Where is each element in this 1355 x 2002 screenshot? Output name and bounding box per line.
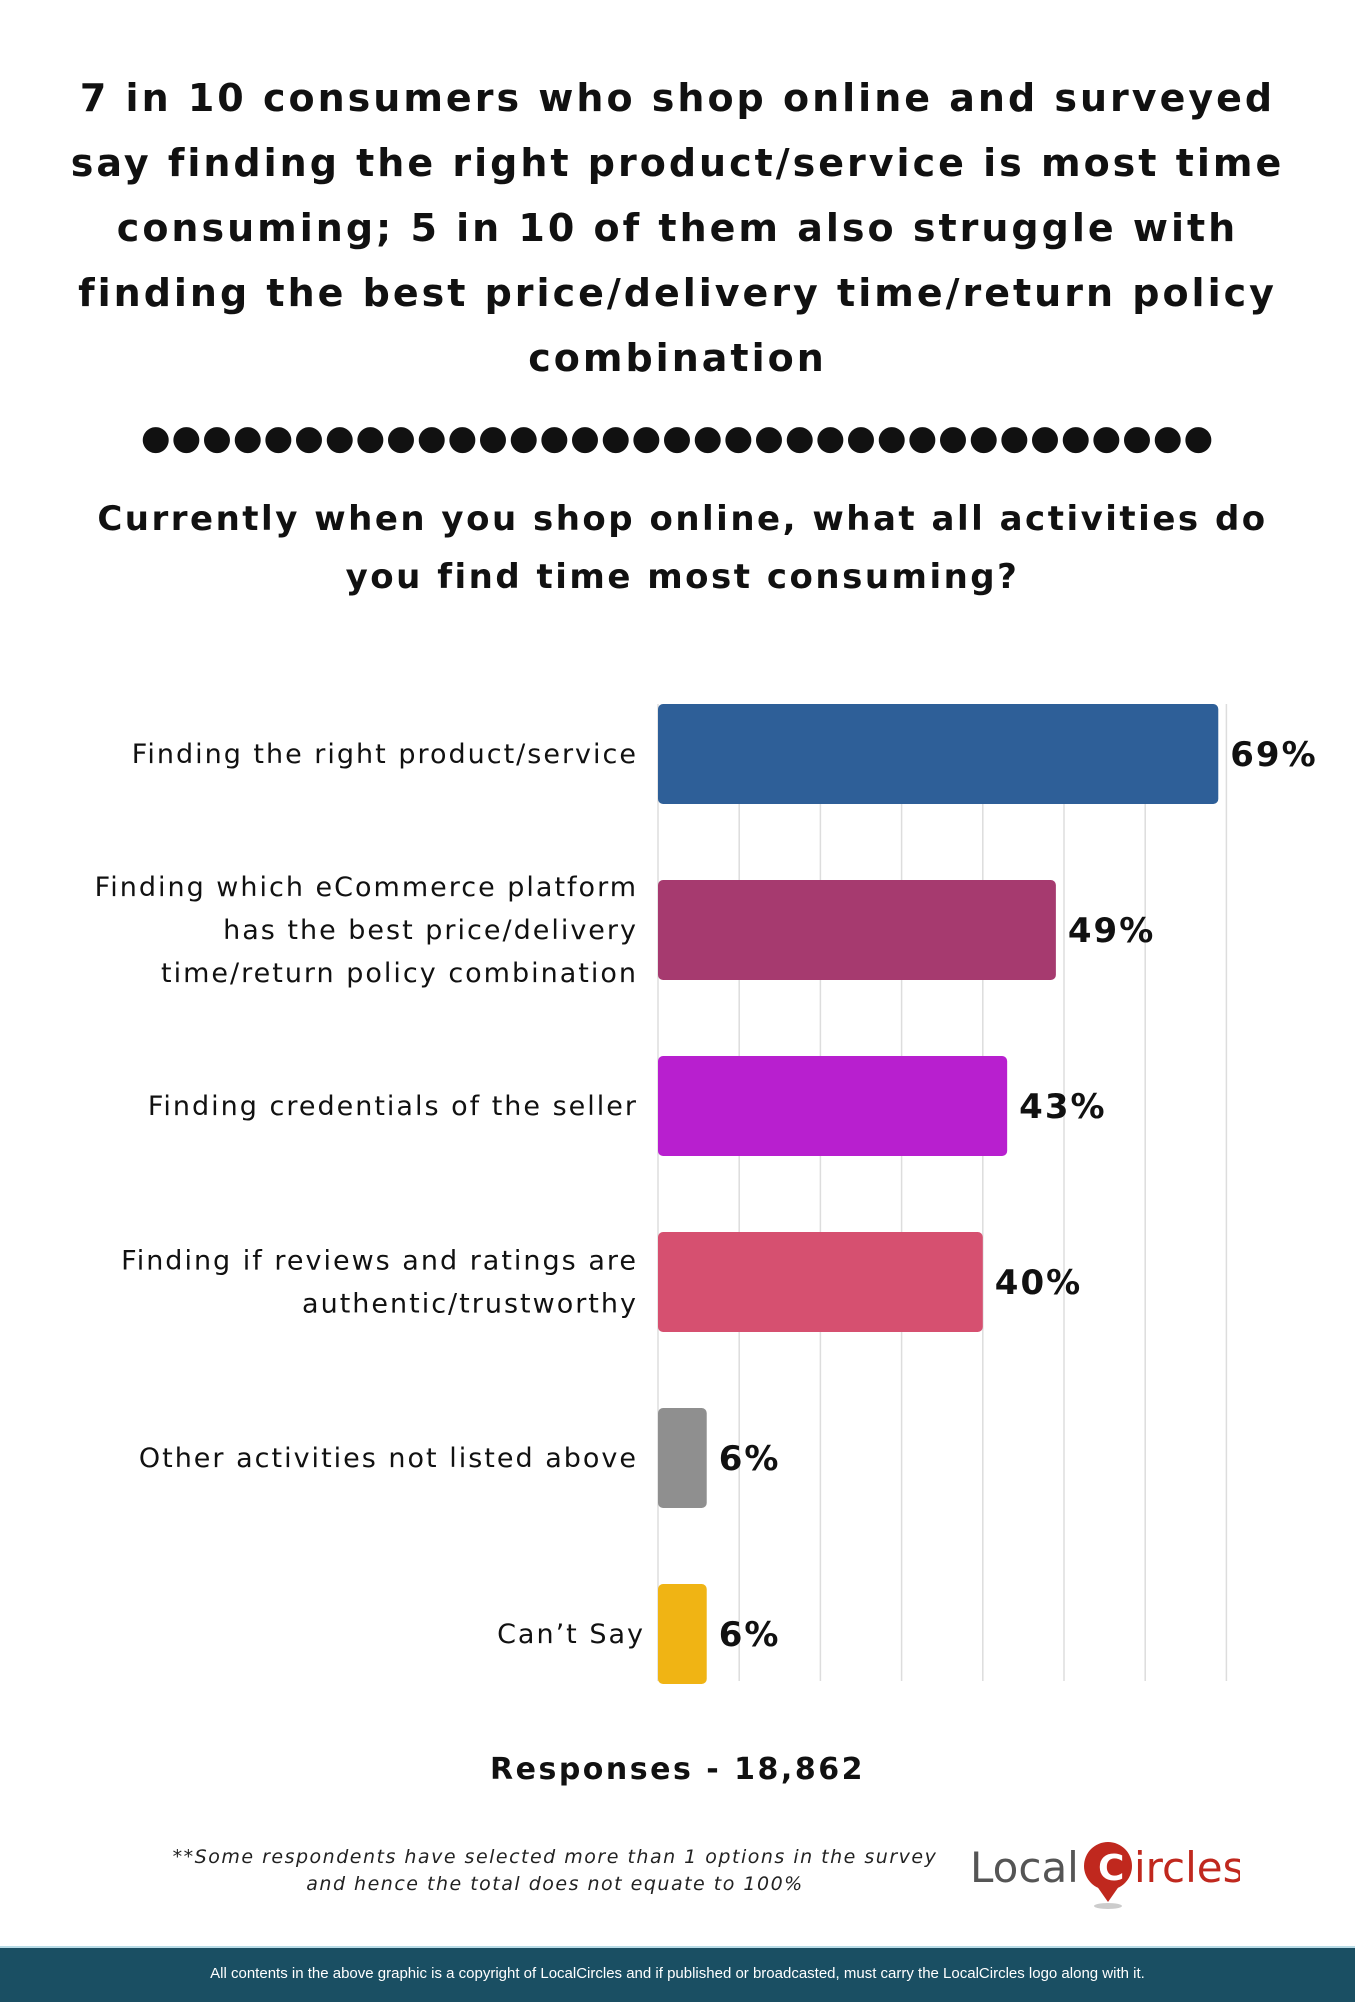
bar <box>658 704 1219 804</box>
bar <box>658 1056 1008 1156</box>
category-label-line: authentic/trustworthy <box>302 1289 638 1320</box>
value-label: 40% <box>995 1263 1082 1303</box>
value-label: 43% <box>1019 1087 1106 1127</box>
value-label: 6% <box>719 1439 781 1479</box>
svg-text:C: C <box>1098 1848 1124 1889</box>
headline: 7 in 10 consumers who shop online and su… <box>70 76 1285 380</box>
category-label-line: Finding which eCommerce platform <box>95 872 638 903</box>
svg-text:ircles: ircles <box>1134 1843 1240 1892</box>
footnote-line: **Some respondents have selected more th… <box>172 1846 938 1868</box>
dotted-divider: ●●●●●●●●●●●●●●●●●●●●●●●●●●●●●●●●●●● <box>140 418 1215 458</box>
responses-count: Responses - 18,862 <box>490 1752 865 1787</box>
bar <box>658 1584 707 1684</box>
footnote-line: and hence the total does not equate to 1… <box>306 1873 804 1895</box>
category-label: Other activities not listed above <box>139 1443 638 1474</box>
category-label-line: Finding if reviews and ratings are <box>121 1246 638 1277</box>
category-label-line: has the best price/delivery <box>223 915 638 946</box>
value-label: 69% <box>1230 735 1317 775</box>
category-label-line: Can’t Say <box>497 1619 645 1650</box>
category-label-line: Finding credentials of the seller <box>148 1091 638 1122</box>
bar <box>658 1232 983 1332</box>
category-label-line: Finding the right product/service <box>132 739 638 770</box>
value-label: 49% <box>1068 911 1155 951</box>
value-label: 6% <box>719 1615 781 1655</box>
svg-text:Local: Local <box>970 1843 1079 1892</box>
category-label-line: Other activities not listed above <box>139 1443 638 1474</box>
copyright-footer: All contents in the above graphic is a c… <box>0 1946 1355 2002</box>
category-label: Finding credentials of the seller <box>148 1091 638 1122</box>
category-label-line: time/return policy combination <box>161 958 638 989</box>
bar <box>658 880 1056 980</box>
category-label: Finding which eCommerce platform has the … <box>95 872 638 989</box>
category-label: Can’t Say <box>497 1619 645 1650</box>
bar-chart: 69% Finding the right product/service 49% F… <box>95 704 1317 1684</box>
category-label: Finding if reviews and ratings are authen… <box>121 1246 638 1320</box>
category-label: Finding the right product/service <box>132 739 638 770</box>
footnote: **Some respondents have selected more th… <box>130 1844 980 1898</box>
bar <box>658 1408 707 1508</box>
localcircles-logo: Local C ircles <box>970 1842 1240 1909</box>
survey-question: Currently when you shop online, what all… <box>97 499 1268 597</box>
